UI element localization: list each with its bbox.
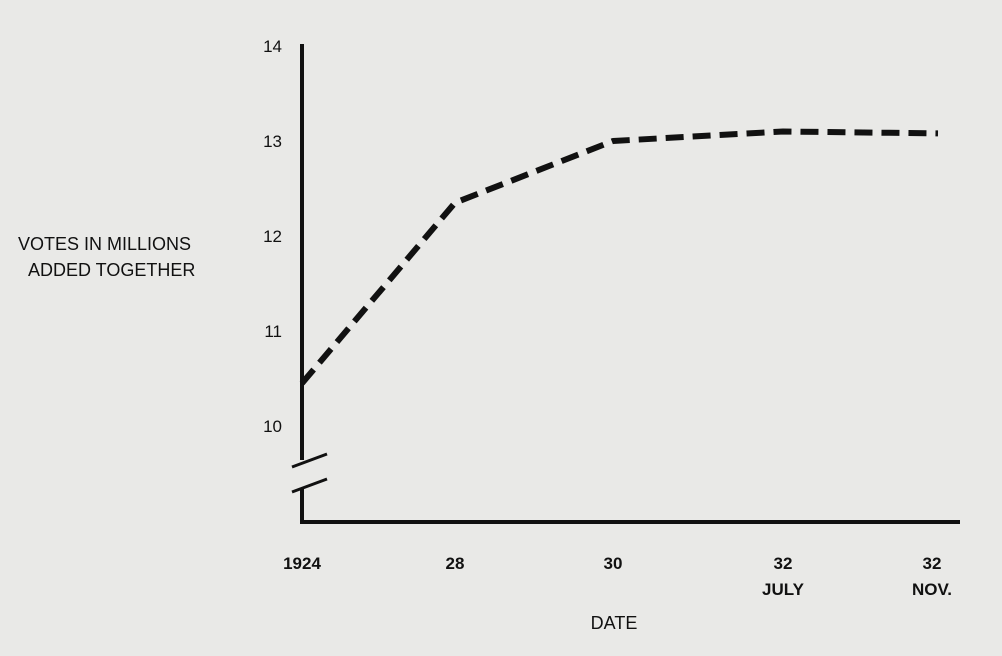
x-tick-label: 1924 [283,554,321,573]
x-tick-label: JULY [762,580,805,599]
x-tick-labels: 1924 28 30 32 JULY 32 NOV. [283,554,952,599]
series-layer [299,128,939,386]
y-tick-label: 11 [264,322,282,341]
x-tick-label: 32 [923,554,942,573]
x-tick-label: 28 [446,554,465,573]
y-tick-labels: 10 11 12 13 14 [263,37,282,436]
y-tick-label: 13 [263,132,282,151]
axis-break-marker [291,452,328,494]
y-tick-label: 14 [263,37,282,56]
x-axis-title: DATE [591,613,638,633]
y-axis-title-line-1: VOTES IN MILLIONS [18,234,191,254]
y-axis-title-line-2: ADDED TOGETHER [28,260,195,280]
x-tick-label: NOV. [912,580,952,599]
x-tick-label: 30 [604,554,623,573]
y-tick-label: 12 [263,227,282,246]
y-tick-label: 10 [263,417,282,436]
series-line [299,128,939,386]
x-tick-label: 32 [774,554,793,573]
